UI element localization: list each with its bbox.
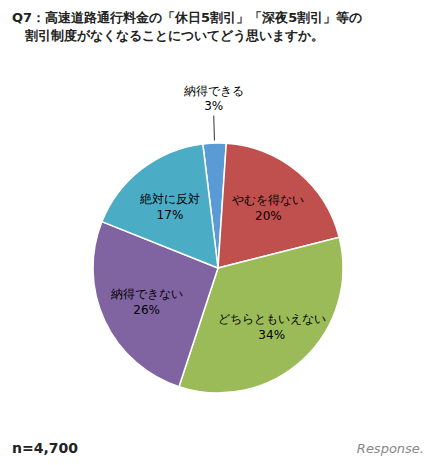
category-label: どちらともいえない: [218, 312, 326, 326]
logo: Response.: [357, 441, 424, 456]
category-label: やむを得ない: [232, 193, 304, 207]
data-label: 17%: [157, 208, 184, 222]
category-label: 納得できない: [111, 287, 183, 301]
chart: Q7：高速道路通行料金の「休日5割引」「深夜5割引」等の 割引制度がなくなること…: [0, 0, 436, 465]
pie: [93, 143, 343, 393]
data-label: 26%: [133, 303, 160, 317]
title: Q7：高速道路通行料金の「休日5割引」「深夜5割引」等の 割引制度がなくなること…: [12, 10, 362, 43]
background: [0, 0, 436, 465]
chart-container: Q7：高速道路通行料金の「休日5割引」「深夜5割引」等の 割引制度がなくなること…: [0, 0, 436, 465]
data-label: 3%: [204, 99, 223, 113]
title-line: Q7：高速道路通行料金の「休日5割引」「深夜5割引」等の: [12, 10, 362, 25]
labels: 3%納得できるやむを得ない 20% どちらともいえない 34% 納得できない 26% 絶対に…: [111, 84, 326, 342]
data-label: 34%: [258, 328, 285, 342]
category-label: 納得できる: [184, 84, 244, 98]
title-line: 割引制度がなくなることについてどう思いますか。: [12, 28, 324, 43]
category-label: 絶対に反対: [139, 192, 200, 206]
note: n=4,700: [12, 440, 78, 456]
slice: [102, 144, 218, 268]
leader-line: [213, 116, 215, 141]
data-label: 20%: [255, 209, 282, 223]
